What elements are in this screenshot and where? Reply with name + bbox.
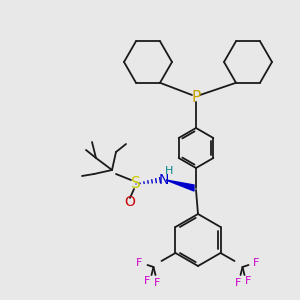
Text: S: S: [131, 176, 141, 191]
Polygon shape: [166, 180, 194, 191]
Text: F: F: [235, 278, 242, 288]
Text: N: N: [159, 173, 169, 187]
Text: F: F: [144, 276, 151, 286]
Text: O: O: [124, 195, 135, 209]
Text: H: H: [165, 166, 173, 176]
Text: F: F: [154, 278, 161, 288]
Text: P: P: [191, 91, 201, 106]
Text: F: F: [253, 258, 260, 268]
Text: F: F: [245, 276, 252, 286]
Text: F: F: [136, 258, 143, 268]
